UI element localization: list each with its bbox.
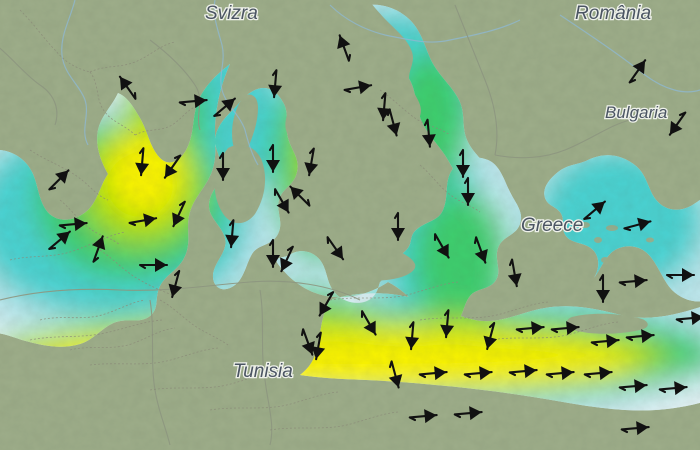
svg-text:Bulgaria: Bulgaria [605,103,667,122]
svg-text:România: România [575,3,651,24]
svg-text:Greece: Greece [521,215,583,236]
svg-text:Svizra: Svizra [205,3,258,24]
svg-text:Tunisia: Tunisia [233,361,293,382]
